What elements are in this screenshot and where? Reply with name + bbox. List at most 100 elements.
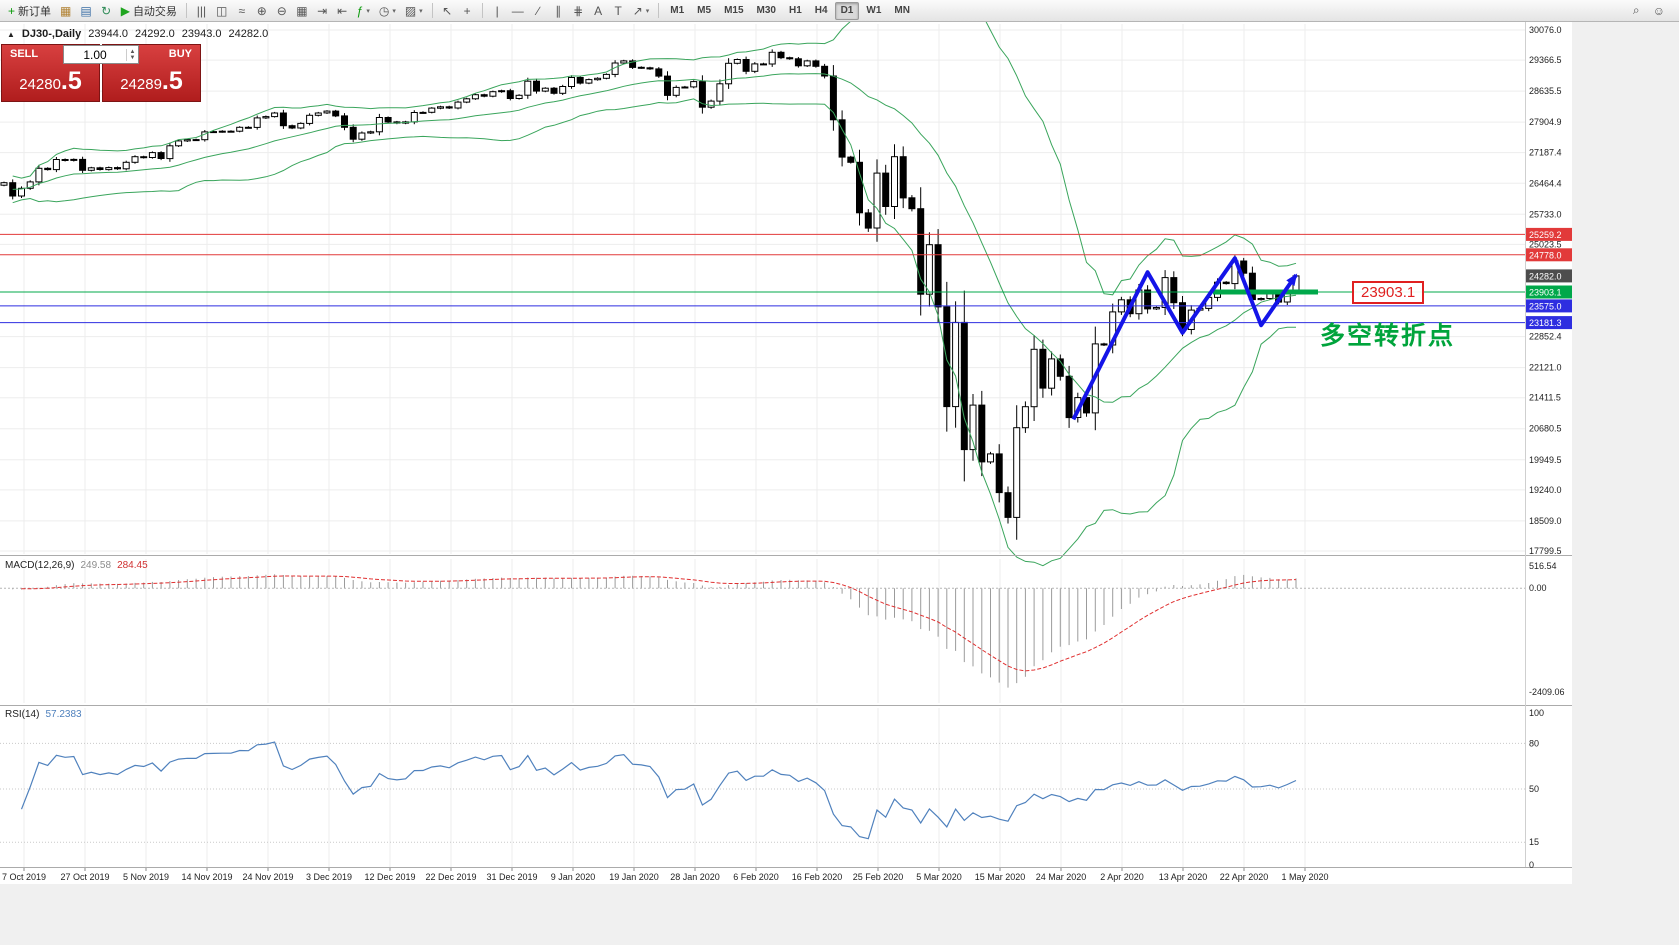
timeframe-h1-button[interactable]: H1 (788, 5, 802, 16)
svg-text:15 Mar 2020: 15 Mar 2020 (975, 872, 1026, 882)
svg-text:22 Dec 2019: 22 Dec 2019 (425, 872, 476, 882)
zoom-in-icon: ⊕ (256, 3, 267, 18)
time-axis[interactable]: 7 Oct 2019 27 Oct 2019 5 Nov 2019 14 Nov 20… (2, 868, 1329, 882)
community-button[interactable]: ☺ (1649, 1, 1669, 20)
svg-text:27904.9: 27904.9 (1529, 117, 1562, 127)
fibonacci-icon: ⋕ (573, 3, 584, 18)
equidistant-channel-button[interactable]: ∥ (549, 1, 568, 20)
svg-text:28635.5: 28635.5 (1529, 86, 1562, 96)
fibonacci-button[interactable]: ⋕ (569, 1, 588, 20)
timeframe-m1-button[interactable]: M1 (670, 5, 685, 16)
line-chart-button[interactable]: ≈ (232, 1, 251, 20)
indicators-dropdown-icon[interactable]: ▾ (366, 7, 370, 15)
toolbar-separator (481, 3, 483, 18)
chart-window-button[interactable]: ▦ (56, 1, 75, 20)
zoom-out-button[interactable]: ⊖ (272, 1, 291, 20)
zoom-out-icon: ⊖ (276, 3, 287, 18)
zigzag-annotation[interactable] (1071, 256, 1298, 421)
templates-button[interactable]: ▨ ▾ (401, 1, 427, 20)
bars-chart-button[interactable]: ||| (192, 1, 211, 20)
chart-shift-button[interactable]: ⇤ (333, 1, 352, 20)
chart-symbol-period: DJ30-,Daily (21, 28, 82, 40)
templates-dropdown-icon[interactable]: ▾ (419, 7, 423, 15)
toolbar-separator (658, 3, 660, 18)
ohlc-low: 23943.0 (181, 28, 222, 40)
timeframe-mn-button[interactable]: MN (894, 5, 910, 16)
periods-dropdown-icon[interactable]: ▾ (392, 7, 396, 15)
svg-text:25259.2: 25259.2 (1529, 230, 1562, 240)
text-button[interactable]: A (589, 1, 608, 20)
svg-text:28 Jan 2020: 28 Jan 2020 (670, 872, 720, 882)
svg-text:516.54: 516.54 (1529, 561, 1557, 571)
svg-text:100: 100 (1529, 708, 1544, 718)
community-icon: ☺ (1652, 3, 1665, 18)
new-order-button[interactable]: + 新订单 (4, 1, 55, 20)
svg-text:5 Mar 2020: 5 Mar 2020 (916, 872, 962, 882)
svg-text:9 Jan 2020: 9 Jan 2020 (551, 872, 596, 882)
periods-icon: ◷ (378, 3, 390, 18)
arrows-dropdown-icon[interactable]: ▾ (645, 7, 650, 15)
horizontal-line-button[interactable]: — (508, 1, 528, 20)
ohlc-open: 23944.0 (88, 28, 128, 40)
tile-windows-button[interactable]: ▦ (292, 1, 311, 20)
top-toolbar: + 新订单 ▦ ▤ ↻ ▶ 自动交易 ||| ◫ ≈ ⊕ ⊖ ▦ ⇥ ⇤ ƒ ▾ ◷ ▾ ▨ ▾ ↖ + | — ∕ ∥ ⋕ A T ↗ ▾ M… (0, 0, 1679, 22)
svg-text:18509.0: 18509.0 (1529, 516, 1562, 526)
cursor-button[interactable]: ↖ (438, 1, 457, 20)
price-tag: 25259.2 (1526, 227, 1572, 241)
svg-text:13 Apr 2020: 13 Apr 2020 (1159, 872, 1208, 882)
tile-windows-icon: ▦ (296, 3, 308, 18)
spinner-down-icon: ▼ (129, 54, 136, 61)
periods-button[interactable]: ◷ ▾ (375, 1, 400, 20)
arrows-button[interactable]: ↗ ▾ (629, 1, 654, 20)
indicators-button[interactable]: ƒ ▾ (353, 1, 374, 20)
toolbar-separator (185, 3, 187, 18)
timeframe-m30-button[interactable]: M30 (756, 5, 776, 16)
price-chart-canvas[interactable]: 30076.0 29366.5 28635.5 27904.9 27187.4 26464… (0, 22, 1679, 945)
price-tag: 23903.1 (1526, 285, 1572, 299)
search-button[interactable]: ⌕ (1627, 1, 1646, 20)
macd-indicator-label: MACD(12,26,9) 249.58 284.45 (5, 560, 148, 571)
volume-input[interactable] (64, 47, 126, 62)
text-label-button[interactable]: T (609, 1, 628, 20)
auto-scroll-button[interactable]: ⇥ (313, 1, 332, 20)
svg-text:22 Apr 2020: 22 Apr 2020 (1220, 872, 1269, 882)
volume-spinner[interactable]: ▲ ▼ (126, 48, 138, 61)
trendline-button[interactable]: ∕ (529, 1, 548, 20)
buy-price: 24289.5 (120, 67, 183, 95)
bars-chart-icon: ||| (196, 3, 207, 18)
crosshair-icon: + (463, 3, 471, 18)
vertical-line-button[interactable]: | (488, 1, 507, 20)
new-order-icon: + (8, 3, 16, 18)
svg-text:22852.4: 22852.4 (1529, 332, 1562, 342)
timeframe-m15-button[interactable]: M15 (724, 5, 744, 16)
equidistant-channel-icon: ∥ (555, 3, 562, 18)
turning-point-note[interactable]: 多空转折点 (1320, 322, 1456, 350)
arrows-icon: ↗ (632, 3, 643, 18)
candlestick-chart-button[interactable]: ◫ (212, 1, 231, 20)
text-label-icon: T (614, 3, 622, 18)
line-chart-icon: ≈ (238, 3, 246, 18)
horizontal-line-icon: — (511, 3, 524, 18)
zoom-in-button[interactable]: ⊕ (252, 1, 271, 20)
buy-label: BUY (168, 48, 192, 60)
bollinger-middle-band (12, 73, 1297, 403)
price-tag: 23575.0 (1526, 299, 1572, 313)
timeframe-w1-button[interactable]: W1 (866, 5, 882, 16)
crosshair-button[interactable]: + (458, 1, 477, 20)
autotrading-button[interactable]: ▶ 自动交易 (117, 1, 181, 20)
autotrading-label: 自动交易 (132, 5, 177, 18)
macd-histogram (3, 574, 1297, 688)
profiles-button[interactable]: ▤ (76, 1, 95, 20)
rsi-axis[interactable]: 100 80 50 15 0 (1529, 708, 1544, 870)
timeframe-d1-button[interactable]: D1 (834, 1, 860, 20)
price-callout-box[interactable]: 23903.1 (1352, 281, 1425, 304)
chart-window-icon: ▦ (60, 3, 72, 18)
price-axis[interactable]: 30076.0 29366.5 28635.5 27904.9 27187.4 26464… (1529, 25, 1562, 556)
sell-price: 24280.5 (19, 67, 82, 95)
timeframe-h4-button[interactable]: H4 (814, 5, 828, 16)
refresh-button[interactable]: ↻ (97, 1, 116, 20)
timeframe-m5-button[interactable]: M5 (697, 5, 712, 16)
macd-axis[interactable]: 516.54 0.00 -2409.06 (1529, 561, 1565, 697)
cursor-icon: ↖ (442, 3, 453, 18)
